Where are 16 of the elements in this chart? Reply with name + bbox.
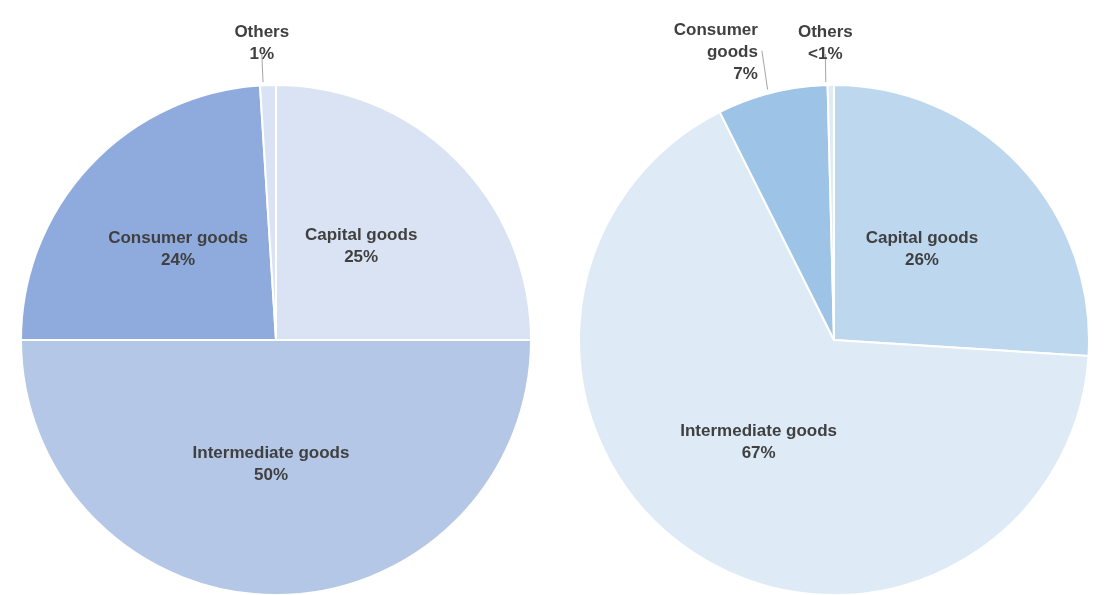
slice-label: Intermediate goods <box>680 421 838 441</box>
data-label: 1% <box>249 44 275 64</box>
slice-label: Others <box>234 22 290 42</box>
data-label: 67% <box>741 443 776 463</box>
data-label: 25% <box>344 246 379 266</box>
slice-label: Consumer goods <box>108 227 248 247</box>
slice-label: Intermediate goods <box>192 442 350 462</box>
slice-label: Capital goods <box>865 227 979 247</box>
slice-label: Capital goods <box>304 224 418 244</box>
slice-label: Others <box>797 22 853 42</box>
slice-label: Consumer goods <box>673 19 759 61</box>
data-label: 26% <box>904 249 939 269</box>
data-label: 24% <box>161 249 196 269</box>
data-label: 7% <box>733 63 758 83</box>
data-label: 50% <box>253 464 289 484</box>
data-label: <1% <box>808 44 843 64</box>
